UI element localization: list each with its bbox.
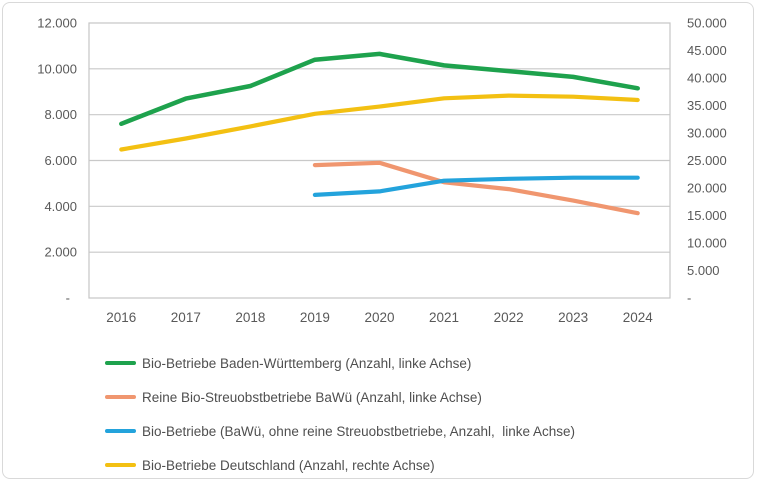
x-axis-year-label: 2019 [300, 310, 330, 325]
left-axis-tick-label: 10.000 [37, 61, 77, 76]
right-axis-tick-label: 10.000 [687, 236, 727, 251]
x-axis-year-label: 2021 [429, 310, 459, 325]
line-chart: 12.000 10.000 8.000 6.000 4.000 2.000 - 50.000 4… [37, 16, 727, 326]
left-axis-tick-label: 4.000 [44, 199, 77, 214]
right-axis-tick-label: 15.000 [687, 208, 727, 223]
x-axis-year-label: 2020 [364, 310, 394, 325]
right-axis-tick-label: 50.000 [687, 16, 727, 31]
right-axis-tick-label: 5.000 [687, 263, 720, 278]
x-axis-year-label: 2022 [494, 310, 524, 325]
legend-line-marker-orange [105, 394, 136, 400]
right-axis-tick-label: 45.000 [687, 43, 727, 58]
series-line-bio-betriebe-bawue-ohne-streuobst [312, 175, 640, 197]
left-axis-tick-label: - [66, 291, 70, 306]
left-axis-tick-label: 12.000 [37, 16, 77, 31]
plot-border [88, 22, 671, 299]
right-axis-tick-label: - [687, 291, 691, 306]
legend-item-bawue-ohne-streuobst: Bio-Betriebe (BaWü, ohne reine Streuobst… [105, 420, 575, 442]
series-line-reine-bio-streuobstbetriebe-bawue [312, 160, 640, 216]
chart-frame: 12.000 10.000 8.000 6.000 4.000 2.000 - 50.000 4… [2, 2, 754, 479]
x-axis-year-label: 2017 [171, 310, 201, 325]
right-axis-tick-label: 25.000 [687, 153, 727, 168]
right-axis-tick-label: 35.000 [687, 98, 727, 113]
x-axis-year-label: 2024 [623, 310, 654, 325]
series-line-bio-betriebe-deutschland [119, 93, 640, 152]
legend-line-marker-yellow [105, 462, 136, 468]
legend-item-streuobstbetriebe: Reine Bio-Streuobstbetriebe BaWü (Anzahl… [105, 386, 575, 408]
legend-line-marker-blue [105, 428, 136, 434]
left-axis-tick-label: 8.000 [44, 107, 77, 122]
left-axis-tick-label: 2.000 [44, 245, 77, 260]
x-axis-year-label: 2018 [235, 310, 265, 325]
legend-label-bio-betriebe-bw: Bio-Betriebe Baden-Württemberg (Anzahl, … [142, 355, 472, 371]
legend-item-bio-betriebe-bw: Bio-Betriebe Baden-Württemberg (Anzahl, … [105, 352, 575, 374]
right-axis-tick-label: 40.000 [687, 71, 727, 86]
right-axis-tick-label: 30.000 [687, 126, 727, 141]
right-axis-tick-label: 20.000 [687, 181, 727, 196]
series-line-bio-betriebe-bw [119, 51, 640, 127]
x-axis-year-label: 2023 [558, 310, 588, 325]
chart-legend: Bio-Betriebe Baden-Württemberg (Anzahl, … [105, 352, 575, 476]
left-axis-tick-label: 6.000 [44, 153, 77, 168]
legend-label-deutschland: Bio-Betriebe Deutschland (Anzahl, rechte… [142, 457, 435, 473]
legend-label-bawue-ohne-streuobst: Bio-Betriebe (BaWü, ohne reine Streuobst… [142, 423, 575, 439]
legend-line-marker-green [105, 360, 136, 366]
legend-item-deutschland: Bio-Betriebe Deutschland (Anzahl, rechte… [105, 454, 575, 476]
x-axis-year-label: 2016 [106, 310, 136, 325]
legend-label-streuobstbetriebe: Reine Bio-Streuobstbetriebe BaWü (Anzahl… [142, 389, 482, 405]
